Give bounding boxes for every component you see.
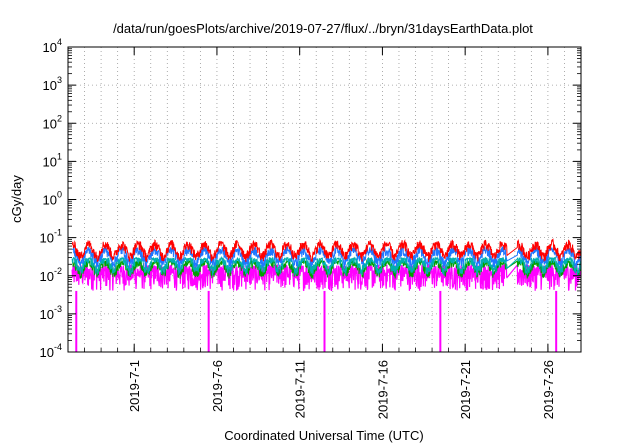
y-tick-label: 100 [43, 190, 62, 208]
y-tick-label: 10-1 [40, 228, 62, 246]
series-line-3 [71, 255, 582, 277]
axis-ticks: 10-4 10-3 10-2 10-1 100 101 102 103 104 2019-7-1 2… [40, 37, 581, 419]
chart-title: /data/run/goesPlots/archive/2019-07-27/f… [113, 21, 533, 36]
data-series [71, 238, 582, 352]
series-line-1 [71, 238, 582, 263]
y-axis-label: cGy/day [9, 175, 24, 223]
x-tick-label: 2019-7-21 [458, 360, 473, 419]
y-tick-label: 102 [43, 113, 62, 131]
plot-frame [67, 46, 582, 353]
y-tick-label: 10-2 [40, 266, 62, 284]
y-tick-label: 101 [43, 151, 62, 169]
x-tick-label: 2019-7-6 [210, 360, 225, 412]
grid-lines [68, 47, 581, 352]
y-tick-label: 10-3 [40, 304, 62, 322]
y-tick-label: 103 [43, 75, 62, 93]
x-tick-label: 2019-7-16 [375, 360, 390, 419]
series-line-5 [71, 262, 582, 292]
x-tick-label: 2019-7-1 [127, 360, 142, 412]
y-tick-label: 104 [43, 37, 62, 55]
x-axis-label: Coordinated Universal Time (UTC) [224, 428, 423, 443]
x-tick-label: 2019-7-26 [541, 360, 556, 419]
y-tick-label: 10-4 [40, 342, 62, 360]
x-tick-label: 2019-7-11 [293, 360, 308, 418]
